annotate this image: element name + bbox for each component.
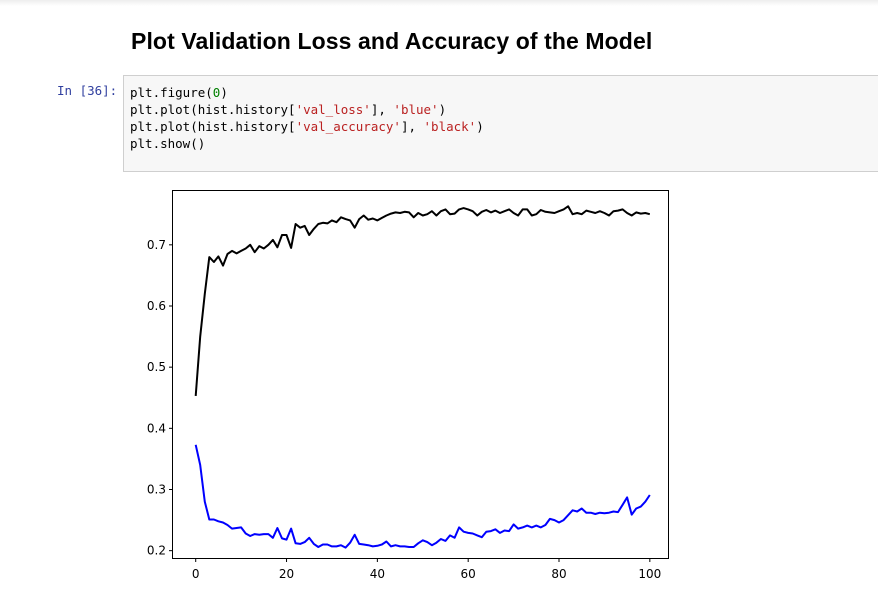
x-tick-label: 20 (279, 567, 294, 581)
code-token: ], (400, 119, 424, 134)
series-line-0 (194, 444, 651, 549)
y-tick-label: 0.3 (147, 482, 166, 496)
y-tick-label: 0.4 (147, 421, 166, 435)
section-heading: Plot Validation Loss and Accuracy of the… (131, 28, 653, 54)
series-layer (194, 205, 651, 549)
code-line: plt.plot(hist.history['val_accuracy'], '… (130, 119, 484, 134)
code-line: plt.plot(hist.history['val_loss'], 'blue… (130, 102, 446, 117)
series-line-1 (194, 205, 651, 396)
output-plot: 0 20 40 60 80 100 0.2 0.3 0.4 0.5 0.6 0.7 (147, 190, 669, 581)
x-axis: 0 20 40 60 80 100 (192, 558, 661, 581)
code-string: 'blue' (393, 102, 439, 117)
x-tick-label: 40 (370, 567, 385, 581)
code-number: 0 (212, 85, 221, 100)
y-axis: 0.2 0.3 0.4 0.5 0.6 0.7 (147, 238, 173, 558)
y-tick-label: 0.7 (147, 238, 166, 252)
code-line: plt.show() (130, 136, 205, 151)
code-string: 'val_loss' (295, 102, 371, 117)
x-tick-label: 0 (192, 567, 200, 581)
code-token: plt.plot(hist.history[ (130, 119, 296, 134)
code-editor[interactable]: plt.figure(0) plt.plot(hist.history['val… (130, 84, 484, 152)
code-token: plt.plot(hist.history[ (130, 102, 296, 117)
code-string: 'black' (423, 119, 477, 134)
code-token: ) (476, 119, 484, 134)
code-token: ) (220, 85, 228, 100)
y-tick-label: 0.5 (147, 360, 166, 374)
code-token: plt.figure( (130, 85, 213, 100)
code-token: plt.show() (130, 136, 206, 151)
x-tick-label: 60 (461, 567, 476, 581)
toolbar-shadow (0, 0, 878, 6)
y-tick-label: 0.6 (147, 299, 166, 313)
x-tick-label: 100 (638, 567, 661, 581)
y-tick-label: 0.2 (147, 544, 166, 558)
code-token: ) (438, 102, 447, 117)
code-line: plt.figure(0) (130, 85, 228, 100)
code-token: ], (370, 102, 394, 117)
code-cell[interactable]: plt.figure(0) plt.plot(hist.history['val… (123, 75, 878, 172)
code-string: 'val_accuracy' (295, 119, 401, 134)
plot-frame (172, 190, 669, 559)
x-tick-label: 80 (551, 567, 566, 581)
input-prompt: In [36]: (57, 83, 118, 98)
